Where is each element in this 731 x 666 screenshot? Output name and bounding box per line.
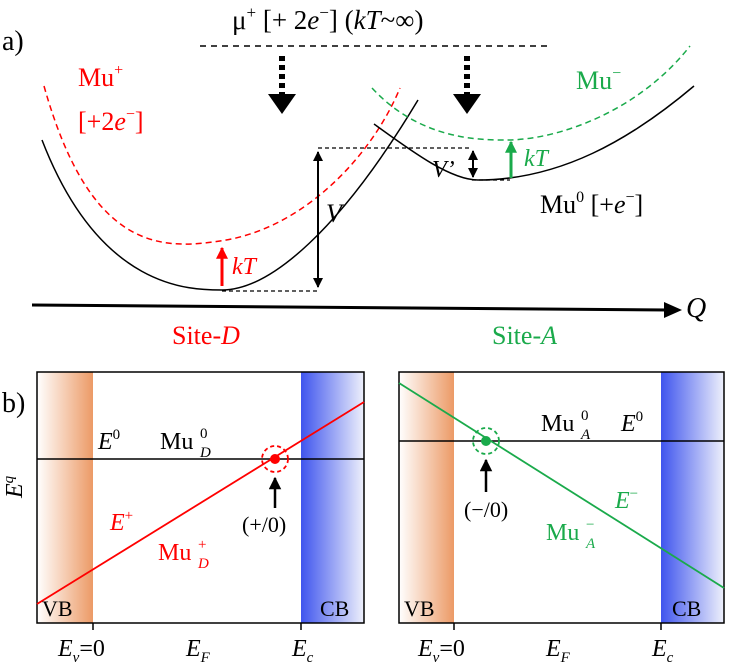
mu-minus-label: Mu− [576,65,621,95]
mu-plus-bracket: [+2e−] [78,106,144,136]
top-state-label: μ+ [+ 2e−] (kT~∞) [232,3,423,35]
CB-label-right: CB [672,596,701,621]
transition-label: (+/0) [242,512,286,537]
VB-label-right: VB [404,596,435,621]
EF-label-right: EF [545,636,571,666]
kT-left-label: kT [232,254,258,280]
site-d-label: Site-D [172,321,240,350]
site-a-label: Site-A [492,321,557,350]
V-prime-label: V’ [432,157,455,183]
V-label: V [326,199,345,228]
E0-label: E0 [97,427,120,455]
E0-label-right: E0 [620,409,643,437]
Mu-plus-D-label: Mu + D [158,537,209,572]
valence-band-shade-right [399,372,454,623]
mu-minus-curve [371,45,691,141]
transition-point-right [481,436,491,446]
mu-plus-label: Mu+ [78,62,123,92]
conduction-band-shade-right [661,372,724,623]
conduction-band-shade [301,372,364,623]
panel-a: a) μ+ [+ 2e−] (kT~∞) Mu+ [+2e−] Mu− Mu0 … [2,3,706,350]
kT-right-label: kT [524,146,550,172]
Mu-minus-A-label: Mu − A [546,517,596,552]
transition-circle [261,445,289,473]
Ev-label-right: Ev=0 [417,636,465,666]
panel-b: b) Eq (+/0) E0 Mu 0 D E+ Mu + D VB CB [1,371,725,666]
EF-label-left: EF [185,636,211,666]
Ec-label-right: Ec [651,636,674,666]
Ev-label-left: Ev=0 [57,636,105,666]
transition-circle-right [472,427,500,455]
right-subpanel: (−/0) Mu 0 A E0 E− Mu − A VB CB Ev=0 EF Ec [398,371,725,666]
mu-plus-curve [43,85,401,245]
E-minus-label: E− [614,486,638,514]
left-subpanel: (+/0) E0 Mu 0 D E+ Mu + D VB CB Ev=0 EF Ec [36,371,365,666]
E-minus-line [398,382,725,589]
Mu0A-label: Mu 0 A [541,408,591,443]
Ec-label-left: Ec [291,636,314,666]
VB-label-left: VB [42,596,73,621]
Q-axis-arrowhead [664,302,682,318]
panel-b-label: b) [2,388,25,419]
right-frame [398,371,725,624]
Q-axis-label: Q [686,293,706,324]
panel-a-label: a) [2,26,24,57]
transition-point [270,454,280,464]
E-plus-label: E+ [109,508,133,536]
E-plus-line [36,401,365,605]
mu-zero-label: Mu0 [+e−] [540,189,643,219]
Mu0D-label: Mu 0 D [160,426,211,461]
Q-axis [31,303,669,312]
site-d-curve [41,99,419,291]
valence-band-shade [37,372,93,623]
CB-label-left: CB [320,596,349,621]
down-arrow-left-head [268,94,296,114]
y-axis-label: Eq [1,475,28,499]
left-frame [36,371,365,624]
down-arrow-right-head [453,94,481,114]
transition-label-right: (−/0) [464,497,508,522]
